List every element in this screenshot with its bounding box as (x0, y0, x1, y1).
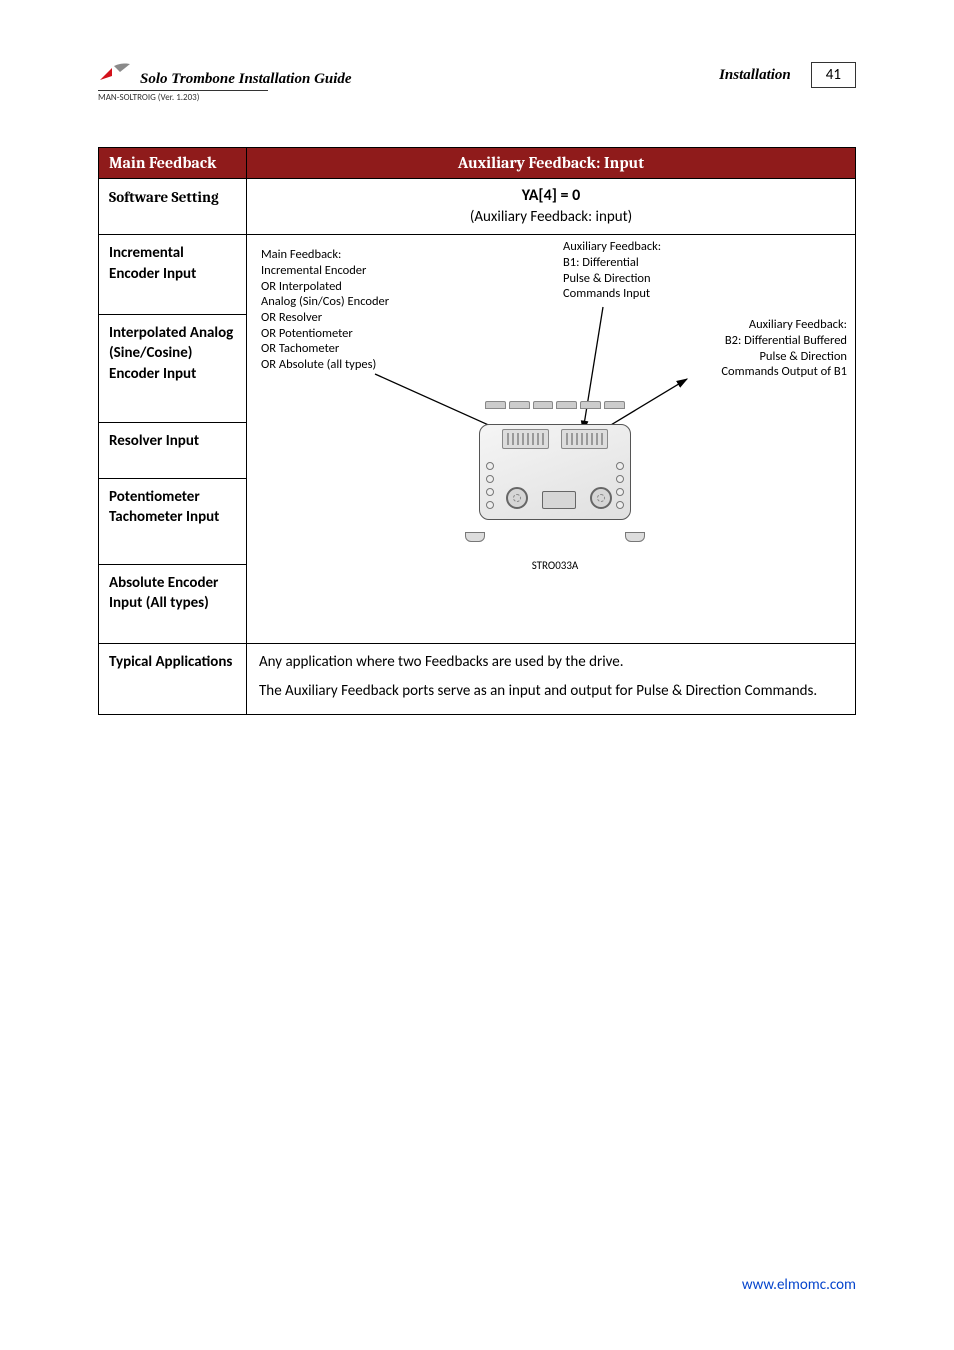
cell-absolute: Absolute Encoder Input (All types) (99, 564, 247, 644)
section-title: Installation (719, 67, 791, 84)
cell-resolver: Resolver Input (99, 422, 247, 478)
brand-logo (98, 62, 132, 86)
feedback-diagram: Main Feedback: Incremental Encoder OR In… (255, 239, 847, 609)
page-number: 41 (811, 62, 856, 88)
device-drawing: STRO033A (465, 404, 645, 544)
ya-title: YA[4] = 0 (259, 185, 843, 207)
feedback-table: Main Feedback Auxiliary Feedback: Input … (98, 147, 856, 715)
version-line: MAN-SOLTROIG (Ver. 1.203) (98, 92, 856, 103)
cell-pot-tach: Potentiometer Tachometer Input (99, 478, 247, 564)
ya-sub: (Auxiliary Feedback: input) (259, 207, 843, 228)
typical-p1: Any application where two Feedbacks are … (259, 652, 843, 673)
device-label: STRO033A (465, 559, 645, 573)
footer-url[interactable]: www.elmomc.com (742, 1276, 856, 1294)
th-main-feedback: Main Feedback (99, 148, 247, 179)
header-rule (98, 90, 268, 91)
cell-interpolated: Interpolated Analog (Sine/Cosine) Encode… (99, 315, 247, 423)
cell-software-setting: Software Setting (99, 179, 247, 235)
th-aux-feedback: Auxiliary Feedback: Input (247, 148, 856, 179)
cell-incremental: Incremental Encoder Input (99, 235, 247, 315)
doc-title: Solo Trombone Installation Guide (140, 71, 352, 88)
cell-typical-label: Typical Applications (99, 644, 247, 715)
typical-p2: The Auxiliary Feedback ports serve as an… (259, 681, 843, 702)
cell-interpolated-b: (Sine/Cosine) Encoder Input (109, 344, 196, 382)
cell-interpolated-a: Interpolated Analog (109, 324, 233, 342)
